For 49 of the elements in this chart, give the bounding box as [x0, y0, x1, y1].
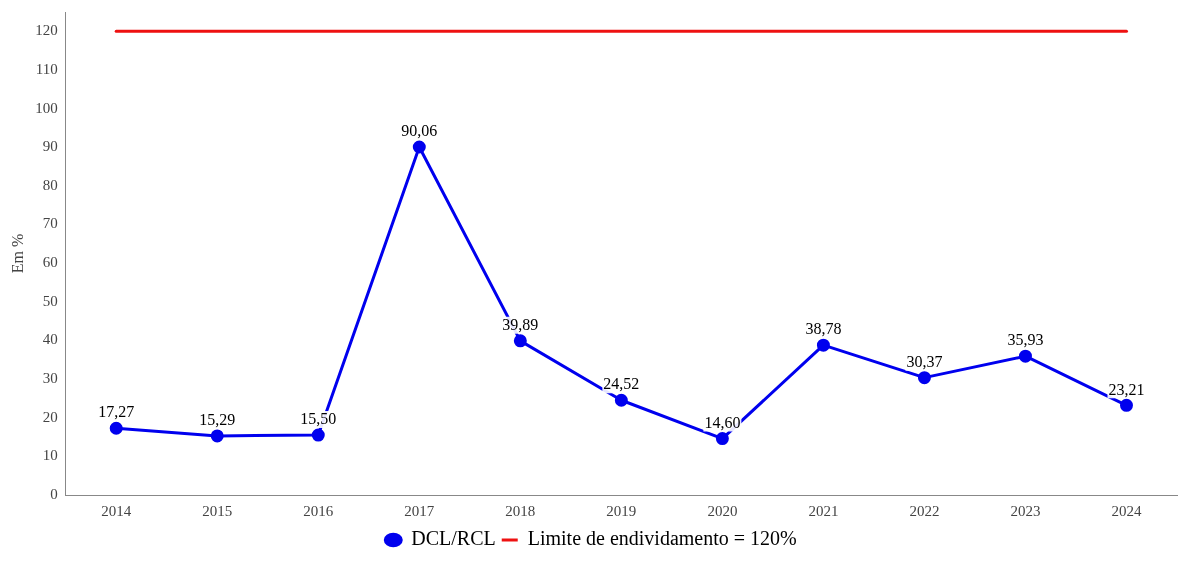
- legend-label: DCL/RCL: [411, 527, 496, 550]
- y-tick-label: 30: [42, 370, 58, 387]
- x-tick-label: 2018: [505, 502, 536, 519]
- x-tick-label: 2019: [606, 502, 637, 519]
- point: [412, 140, 426, 154]
- data-label: 15,50: [300, 410, 337, 428]
- x-tick-label: 2016: [303, 502, 334, 519]
- point: [210, 429, 224, 443]
- x-tick-label: 2023: [1010, 502, 1041, 519]
- x-tick-label: 2024: [1111, 502, 1142, 519]
- data-label: 17,27: [98, 403, 135, 421]
- data-label: 24,52: [603, 375, 640, 393]
- data-label: 15,29: [199, 411, 236, 429]
- x-tick-label: 2022: [909, 502, 940, 519]
- data-label: 39,89: [502, 316, 539, 334]
- x-tick-label: 2014: [101, 502, 132, 519]
- point: [1018, 349, 1032, 363]
- y-tick-label: 40: [42, 331, 58, 348]
- point: [614, 393, 628, 407]
- point: [1119, 398, 1133, 412]
- data-label: 14,60: [704, 413, 741, 431]
- point: [715, 432, 729, 446]
- point: [513, 334, 527, 348]
- y-axis-title: Em %: [8, 233, 26, 274]
- data-label: 38,78: [805, 320, 842, 338]
- y-tick-label: 60: [42, 254, 58, 271]
- point: [311, 428, 325, 442]
- y-tick-label: 50: [42, 292, 58, 309]
- y-tick-label: 80: [42, 176, 58, 193]
- x-tick-label: 2020: [707, 502, 738, 519]
- y-tick-label: 90: [42, 138, 58, 155]
- x-tick-label: 2021: [808, 502, 839, 519]
- point: [109, 421, 123, 435]
- point: [917, 371, 931, 385]
- y-tick-label: 100: [35, 99, 58, 116]
- y-tick-label: 110: [35, 60, 58, 77]
- legend-label: Limite de endividamento = 120%: [527, 527, 797, 550]
- y-tick-label: 20: [42, 408, 58, 425]
- x-tick-label: 2017: [404, 502, 435, 519]
- y-tick-label: 0: [50, 485, 58, 502]
- x-tick-label: 2015: [202, 502, 233, 519]
- y-tick-label: 120: [35, 22, 58, 39]
- data-label: 30,37: [906, 352, 943, 370]
- y-tick-label: 70: [42, 215, 58, 232]
- point: [816, 338, 830, 352]
- y-tick-label: 10: [42, 447, 58, 464]
- data-label: 90,06: [401, 122, 438, 140]
- data-label: 23,21: [1108, 380, 1145, 398]
- data-label: 35,93: [1007, 331, 1044, 349]
